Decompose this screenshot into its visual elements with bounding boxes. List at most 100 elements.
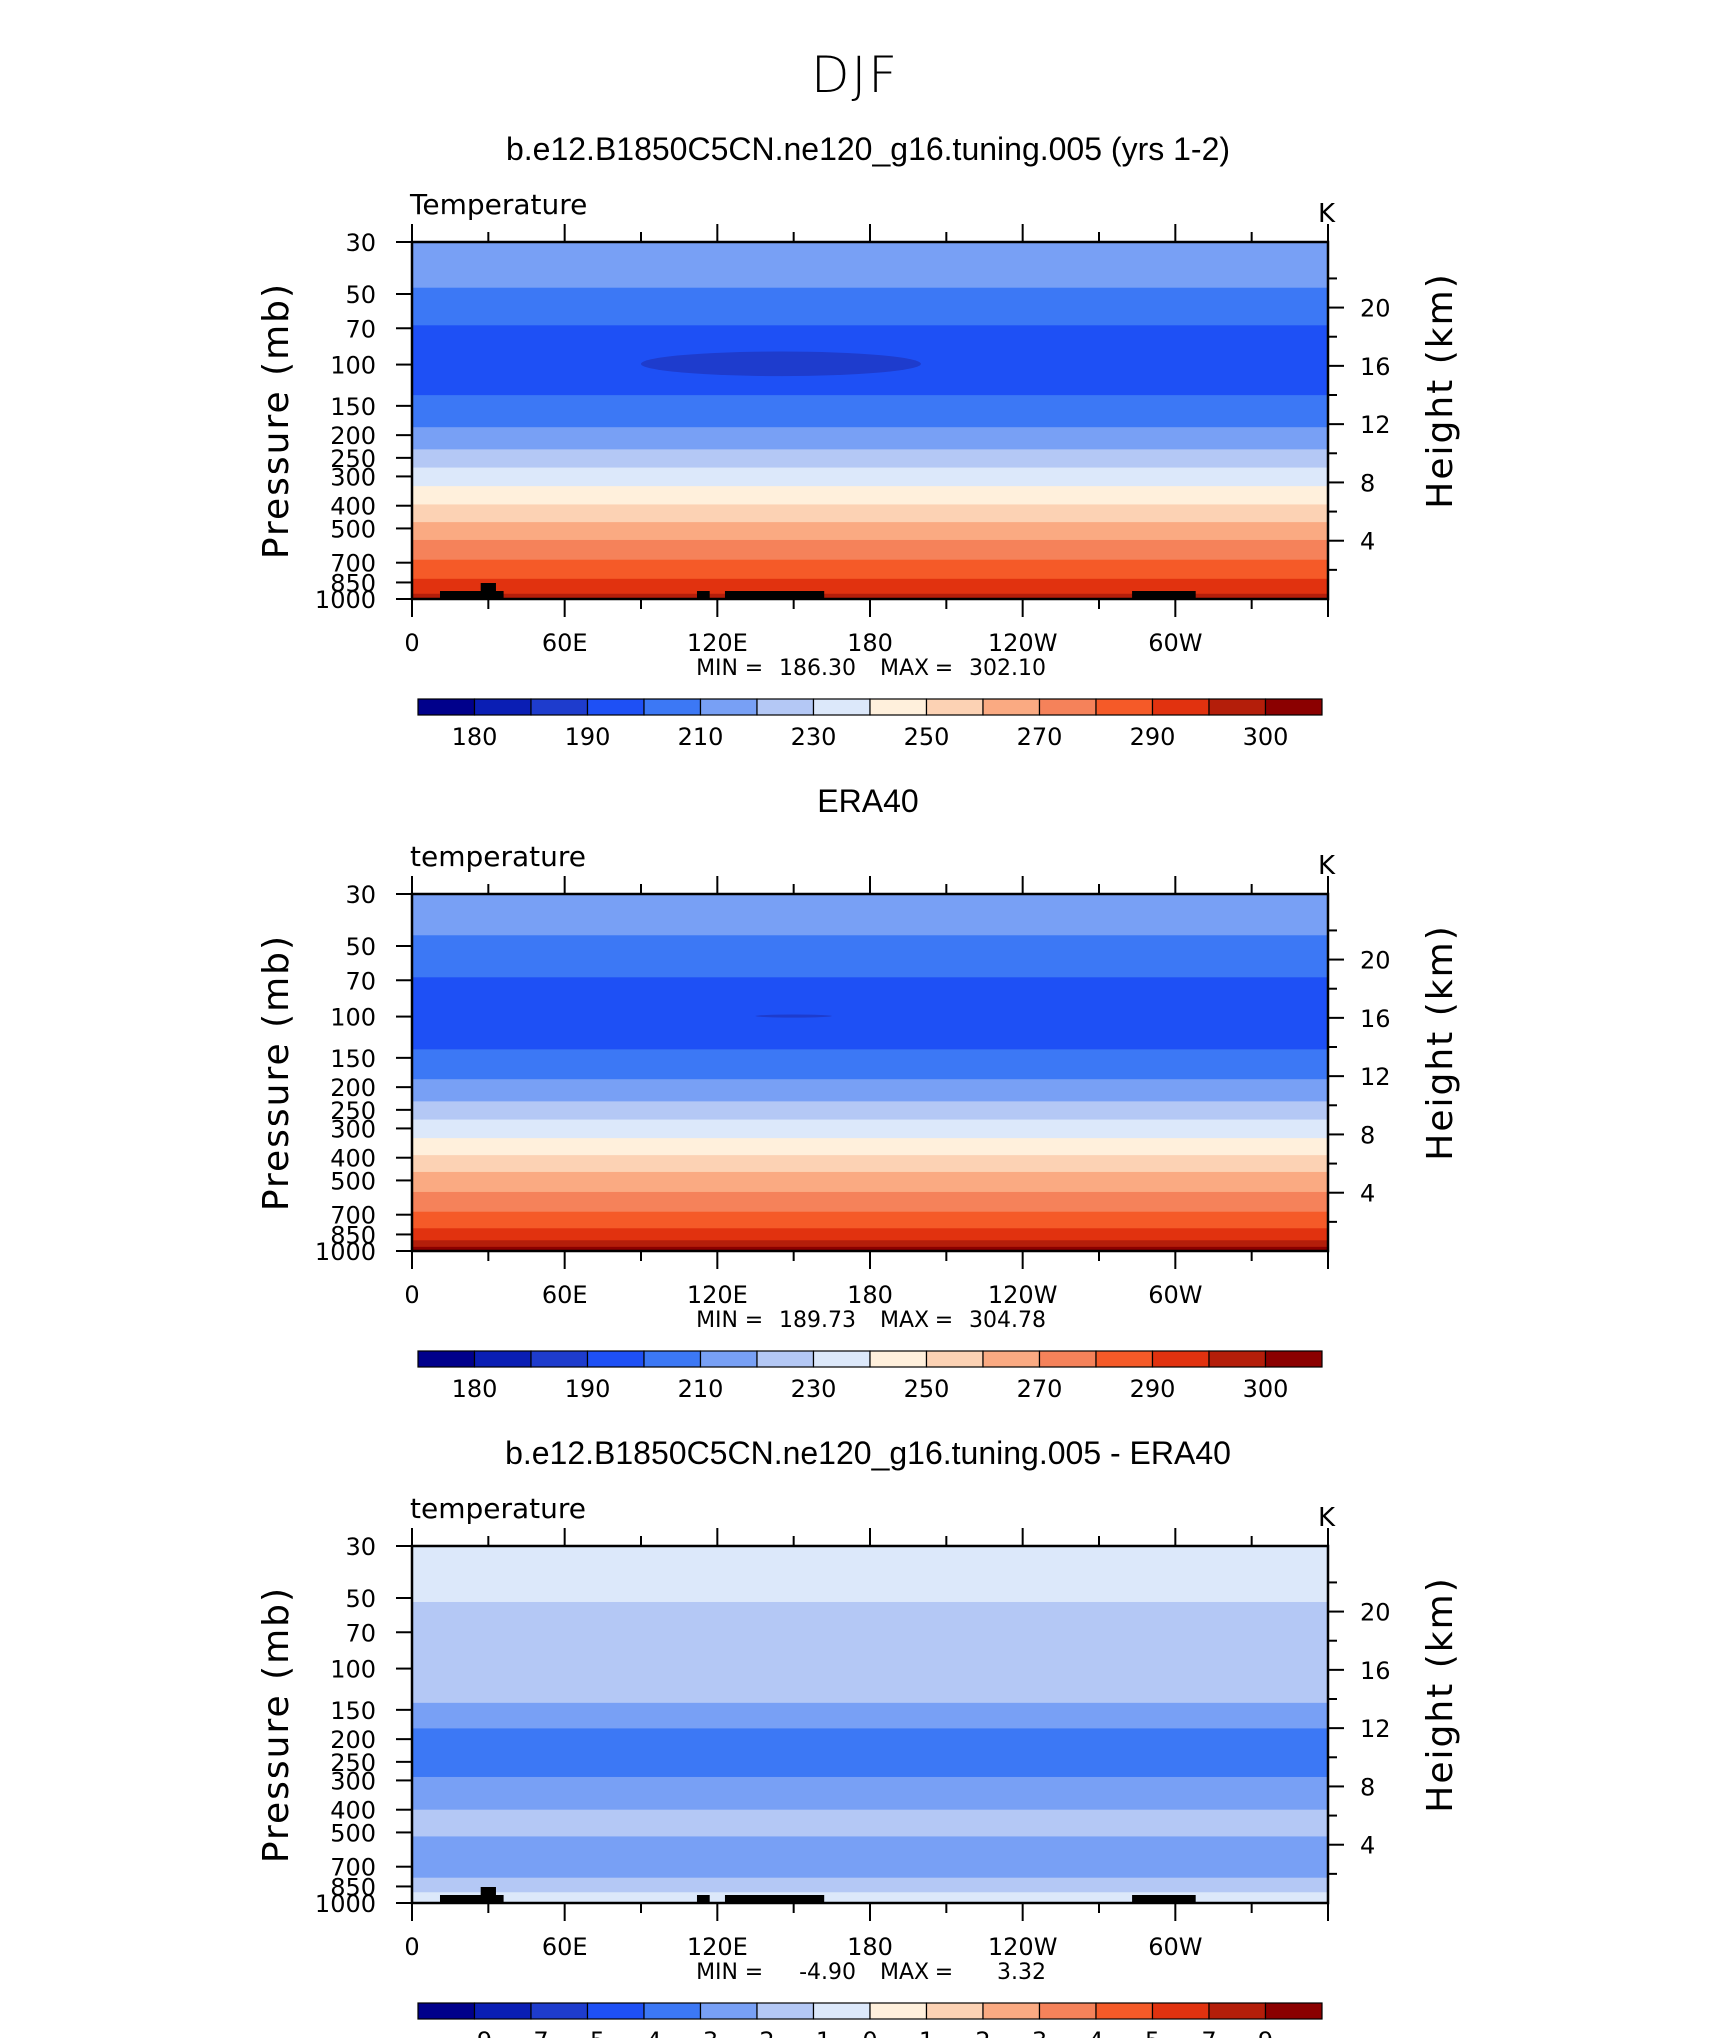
colorbar-swatch: [925, 2002, 984, 2020]
contour-band: [412, 1171, 1328, 1193]
contour-band: [412, 504, 1328, 523]
terrain-mask: [724, 1895, 825, 1903]
colorbar-swatch: [473, 1350, 532, 1368]
contour-band: [412, 1546, 1328, 1603]
right-tick-label: 8: [1360, 1121, 1375, 1149]
colorbar-swatch: [1151, 2002, 1210, 2020]
right-tick-label: 8: [1360, 469, 1375, 497]
y-tick-label: 850: [330, 1221, 376, 1249]
y-tick-label: 300: [330, 463, 376, 491]
stat-equals: =: [745, 1308, 763, 1333]
stat-min-value: 189.73: [779, 1308, 856, 1333]
right-tick-label: 12: [1360, 1063, 1391, 1091]
x-tick-label: 60E: [542, 629, 588, 657]
colorbar-swatch: [643, 698, 702, 716]
colorbar-swatch: [417, 2002, 476, 2020]
contour-band: [412, 1657, 1328, 1704]
x-tick-label: 120E: [687, 629, 748, 657]
y-tick-label: 50: [345, 933, 376, 961]
y-tick-label: 700: [330, 1202, 376, 1230]
colorbar-swatch: [756, 2002, 815, 2020]
colorbar-swatch: [586, 1350, 645, 1368]
colorbar-swatch: [530, 1350, 589, 1368]
contour-band: [412, 1877, 1328, 1893]
colorbar-label: 300: [1243, 1375, 1289, 1403]
y-tick-label: 100: [330, 1004, 376, 1032]
contour-band: [412, 1211, 1328, 1229]
right-tick-label: 12: [1360, 411, 1391, 439]
x-tick-label: 60E: [542, 1933, 588, 1961]
stat-min-label: MIN: [696, 1308, 738, 1333]
contour-band: [412, 1079, 1328, 1102]
contour-band: [412, 539, 1328, 561]
y-tick-label: 500: [330, 1819, 376, 1847]
right-tick-label: 20: [1360, 947, 1391, 975]
colorbar-swatch: [1264, 2002, 1323, 2020]
terrain-mask: [1132, 591, 1196, 599]
colorbar-swatch: [699, 2002, 758, 2020]
colorbar-label: 5: [1145, 2027, 1160, 2038]
y-tick-label: 700: [330, 1854, 376, 1882]
y-tick-label: 1000: [315, 586, 376, 614]
x-tick-label: 180: [847, 1281, 893, 1309]
y-tick-label: 200: [330, 1726, 376, 1754]
contour-blob: [641, 351, 921, 377]
colorbar-label: 0: [862, 2027, 877, 2038]
contour-band: [412, 578, 1328, 595]
x-tick-label: 180: [847, 629, 893, 657]
contour-band: [412, 1892, 1328, 1904]
contour-band: [412, 1155, 1328, 1173]
colorbar-label: 300: [1243, 723, 1289, 751]
y-tick-label: 150: [330, 393, 376, 421]
colorbar-swatch: [869, 698, 928, 716]
contour-band: [412, 1228, 1328, 1241]
colorbar-swatch: [1208, 2002, 1267, 2020]
x-tick-label: 120W: [988, 1281, 1058, 1309]
contour-band: [412, 427, 1328, 450]
panel-units-label: K: [1318, 199, 1336, 229]
y-tick-label: 250: [330, 445, 376, 473]
stat-equals: =: [935, 1308, 953, 1333]
panel-variable-label: temperature: [410, 1492, 586, 1525]
right-tick-label: 20: [1360, 1599, 1391, 1627]
y-tick-label: 1000: [315, 1238, 376, 1266]
colorbar-label: 9: [1258, 2027, 1273, 2038]
stat-min-value: -4.90: [799, 1960, 856, 1985]
colorbar-label: 180: [452, 723, 498, 751]
stat-max-label: MAX: [880, 656, 929, 681]
y-tick-label: 1000: [315, 1890, 376, 1918]
y-tick-label: 30: [345, 229, 376, 257]
colorbar-swatch: [756, 698, 815, 716]
contour-band: [412, 1240, 1328, 1248]
colorbar-swatch: [925, 1350, 984, 1368]
y-tick-label: 700: [330, 550, 376, 578]
contour-band: [412, 1246, 1328, 1252]
y-axis-label: Pressure (mb): [256, 1586, 297, 1863]
colorbar-label: 270: [1017, 723, 1063, 751]
colorbar-label: −4: [626, 2027, 661, 2038]
contour-band: [412, 1836, 1328, 1879]
colorbar-label: 230: [791, 723, 837, 751]
terrain-mask: [1132, 1895, 1196, 1903]
y-axis-label-right: Height (km): [1420, 924, 1461, 1160]
colorbar-label: 290: [1130, 1375, 1176, 1403]
terrain-mask: [696, 591, 710, 599]
y-tick-label: 150: [330, 1045, 376, 1073]
right-tick-label: 16: [1360, 353, 1391, 381]
stat-equals: =: [935, 1960, 953, 1985]
x-tick-label: 120E: [687, 1281, 748, 1309]
contour-band: [412, 1728, 1328, 1778]
colorbar-swatch: [1038, 2002, 1097, 2020]
colorbar-swatch: [812, 1350, 871, 1368]
colorbar-label: 1: [919, 2027, 934, 2038]
right-tick-label: 20: [1360, 295, 1391, 323]
colorbar-swatch: [1264, 698, 1323, 716]
panel-variable-label: Temperature: [409, 188, 587, 221]
y-tick-label: 30: [345, 1533, 376, 1561]
colorbar-label: 210: [678, 1375, 724, 1403]
terrain-mask: [480, 583, 496, 599]
y-tick-label: 500: [330, 1167, 376, 1195]
y-tick-label: 200: [330, 422, 376, 450]
stat-max-value: 302.10: [969, 656, 1046, 681]
